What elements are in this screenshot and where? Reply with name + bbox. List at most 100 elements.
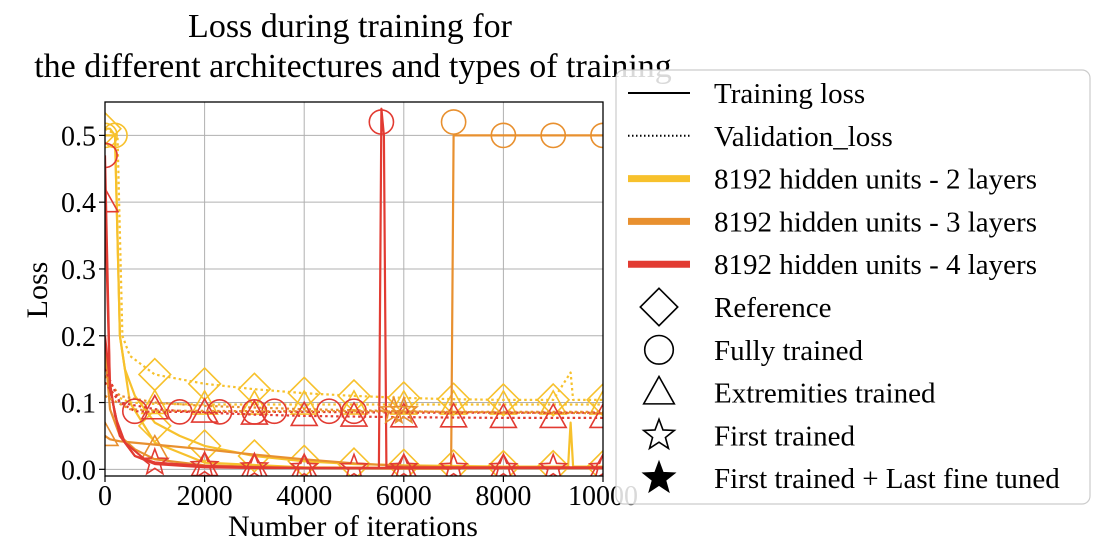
legend-marker-6 (643, 334, 675, 365)
legend-label-3: 8192 hidden units - 3 layers (714, 206, 1037, 238)
series-10-point-2 (240, 399, 269, 425)
series-9-point-5 (490, 452, 517, 476)
series-12-point-0 (378, 395, 409, 425)
legend-frame (615, 69, 1091, 505)
series-group (105, 107, 603, 476)
series-11-point-6 (438, 452, 469, 476)
series-3-point-5 (389, 389, 419, 415)
series-0-point-7 (436, 449, 471, 476)
legend-marker-7 (642, 374, 676, 405)
series-11 (105, 335, 603, 476)
x-tick-label-2: 4000 (276, 481, 332, 512)
series-1-line (105, 127, 603, 401)
series-9-point-3 (291, 452, 318, 476)
series-11-point-7 (488, 452, 519, 476)
series-11-point-5 (388, 452, 419, 476)
series-9-line (105, 202, 603, 470)
series-11-point-3 (289, 452, 320, 476)
series-3-point-3 (289, 389, 319, 415)
series-12-point-1 (388, 395, 419, 425)
x-tick-label-0: 0 (98, 481, 112, 512)
series-3-point-7 (489, 389, 518, 415)
series-5-point-3 (590, 122, 603, 149)
series-10-point-1 (190, 397, 219, 423)
x-tick-label-3: 6000 (376, 481, 432, 512)
series-9-point-6 (589, 452, 603, 476)
plot-area (104, 102, 604, 476)
series-10-point-4 (339, 401, 369, 427)
legend-item-8: First trained (641, 416, 855, 452)
y-axis-label: Loss (21, 262, 54, 319)
series-9-point-2 (241, 452, 268, 476)
series-0-point-5 (337, 447, 371, 476)
legend-label-5: Reference (714, 292, 832, 324)
series-1-point-6 (436, 382, 471, 417)
series-0-point-4 (287, 444, 322, 476)
legend: Training loss Validation_loss 8192 hidden … (615, 69, 1091, 505)
legend-label-2: 8192 hidden units - 2 layers (714, 164, 1037, 196)
legend-item-9: First trained + Last fine tuned (641, 459, 1060, 495)
axes: Number of iterations Loss 0 2000 4000 6000 8… (21, 101, 638, 543)
series-2-line (105, 134, 603, 470)
series-1-point-0 (137, 357, 172, 392)
legend-item-2: 8192 hidden units - 2 layers (628, 164, 1037, 196)
series-10-point-8 (538, 402, 568, 429)
series-5-point-1 (490, 122, 517, 149)
series-10-point-0 (140, 393, 170, 420)
legend-label-4: 8192 hidden units - 4 layers (714, 249, 1037, 281)
series-0-point-8 (486, 449, 521, 476)
series-0-point-6 (386, 448, 421, 476)
series-10-point-6 (439, 401, 468, 428)
legend-item-6: Fully trained (643, 334, 864, 367)
series-5-point-0 (440, 109, 467, 135)
x-tick-label-1: 2000 (177, 481, 233, 512)
series-3-point-4 (339, 389, 369, 415)
y-tick-label-2: 0.2 (61, 322, 96, 353)
series-10-point-9 (588, 402, 603, 429)
series-5-point-2 (540, 122, 567, 149)
series-1-point-7 (486, 382, 521, 417)
plot-frame (104, 101, 604, 477)
series-6 (105, 375, 603, 415)
series-1-point-4 (337, 378, 371, 413)
legend-item-5: Reference (639, 287, 832, 327)
series-10-point-7 (489, 402, 518, 429)
legend-label-0: Training loss (714, 78, 865, 110)
legend-label-6: Fully trained (714, 335, 864, 367)
series-11-point-2 (239, 451, 270, 476)
y-tick-label-4: 0.4 (61, 188, 96, 219)
series-11-point-8 (538, 452, 569, 476)
series-11-point-0 (139, 446, 170, 476)
series-1-point-8 (536, 382, 571, 417)
legend-label-9: First trained + Last fine tuned (714, 463, 1060, 495)
chart-title-line-1: Loss during training for (188, 8, 513, 45)
series-3-point-6 (439, 389, 468, 415)
series-10-line (105, 381, 603, 419)
y-tick-label-1: 0.1 (61, 389, 96, 420)
series-12-line (105, 394, 603, 413)
legend-marker-5 (639, 287, 679, 327)
series-0-point-3 (237, 438, 272, 473)
legend-item-7: Extremities trained (642, 374, 936, 410)
series-10-point-3 (289, 400, 319, 427)
series-7-point-1 (368, 109, 395, 135)
legend-item-1: Validation_loss (628, 121, 893, 153)
series-9-point-0 (105, 186, 120, 213)
legend-item-4: 8192 hidden units - 4 layers (628, 249, 1037, 281)
legend-item-0: Training loss (628, 78, 865, 110)
series-6-line (105, 375, 603, 415)
y-tick-label-3: 0.3 (61, 255, 96, 286)
series-9 (105, 186, 603, 476)
series-3-point-0 (140, 388, 170, 415)
series-3-point-9 (588, 389, 603, 415)
x-axis-label: Number of iterations (228, 510, 478, 543)
series-0-point-10 (586, 449, 603, 476)
chart-title: Loss during training for the different a… (34, 8, 672, 85)
series-11-point-9 (587, 452, 603, 476)
y-tick-label-0: 0.0 (61, 455, 96, 486)
series-1-point-2 (237, 372, 272, 407)
series-3-point-8 (538, 389, 568, 415)
series-0 (105, 111, 603, 476)
series-12 (105, 394, 603, 425)
